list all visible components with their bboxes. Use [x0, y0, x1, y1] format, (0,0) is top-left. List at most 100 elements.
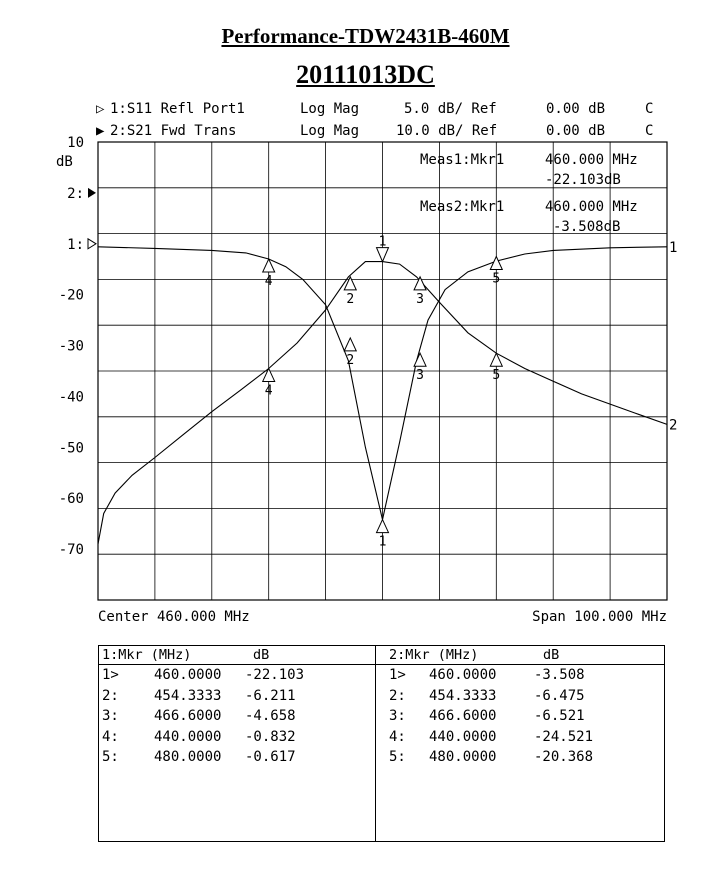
trace-2-line	[97, 261, 668, 545]
marker-frequency: 440.0000	[154, 728, 222, 745]
marker-value: -22.103	[245, 667, 305, 683]
table-row: 4: 440.0000 -24.521	[376, 727, 664, 748]
table-row: 5: 480.0000 -0.617	[99, 747, 375, 768]
y-tick-label: -20	[59, 288, 84, 304]
marker-frequency: 440.0000	[429, 728, 497, 745]
y-tick-label: 1:	[67, 237, 84, 253]
marker-table-1-label: 1:Mkr (MHz)	[102, 647, 192, 663]
marker-value: -6.211	[245, 687, 296, 704]
marker-label: 5	[492, 272, 500, 287]
marker-value: -0.832	[245, 728, 296, 745]
marker-trace2-1	[375, 247, 390, 263]
marker-id: 2:	[102, 687, 119, 704]
marker-label: 3	[416, 368, 424, 383]
marker-label: 5	[492, 368, 500, 383]
marker-trace1-3	[413, 351, 427, 367]
marker-id: 4:	[102, 728, 119, 745]
table-row: 1> 460.0000 -3.508	[376, 665, 664, 686]
marker-table-2-label: 2:Mkr (MHz)	[389, 647, 479, 663]
marker-table-1-header: 1:Mkr (MHz) dB	[99, 646, 375, 665]
marker-trace1-1	[375, 518, 390, 534]
marker-tables: 1:Mkr (MHz) dB 1> 460.0000 -22.103 2: 454.33…	[98, 645, 665, 842]
trace1-flag: C	[645, 101, 654, 117]
trace2-label: 2:S21 Fwd Trans	[110, 123, 237, 139]
marker-frequency: 460.0000	[429, 667, 497, 683]
table-row: 3: 466.6000 -6.521	[376, 706, 664, 727]
marker-frequency: 480.0000	[154, 749, 222, 765]
marker-label: 4	[265, 383, 273, 398]
trace1-marker: ▷	[96, 101, 105, 117]
y-axis-label: dB	[56, 154, 73, 170]
y-tick-label: 2:	[67, 186, 84, 202]
trace2-scale: 10.0 dB/ Ref	[396, 123, 498, 139]
trace1-ref: 0.00 dB	[546, 101, 606, 117]
trace2-ref: 0.00 dB	[546, 123, 606, 139]
trace1-ref-arrow	[87, 237, 97, 250]
marker-frequency: 466.6000	[429, 708, 497, 724]
marker-label: 2	[346, 353, 354, 368]
y-tick-label: -60	[59, 491, 84, 507]
marker-frequency: 480.0000	[429, 749, 497, 765]
marker-frequency: 466.6000	[154, 708, 222, 724]
trace1-format: Log Mag	[300, 101, 360, 117]
sparameter-chart: dB 10 2: 1: -20 -30 -40 -50 -60 -70 1 2 1 2 3 4 5 1 2 3 4 5 Me…	[56, 135, 677, 625]
marker-trace2-4	[261, 367, 276, 382]
marker-label: 3	[416, 292, 424, 307]
table-row: 4: 440.0000 -0.832	[99, 727, 375, 748]
marker-trace1-5	[489, 255, 504, 270]
marker-table-2: 2:Mkr (MHz) dB 1> 460.0000 -3.508 2: 454.333…	[376, 646, 664, 841]
table-row: 5: 480.0000 -20.368	[376, 747, 664, 768]
y-tick-label: -40	[59, 389, 84, 405]
marker-value: -0.617	[245, 749, 296, 765]
marker-value: -4.658	[245, 708, 296, 724]
readout-value: -3.508dB	[553, 219, 620, 235]
trace-2-end-label: 2	[669, 417, 677, 433]
report-title: Performance-TDW2431B-460M	[221, 24, 510, 48]
center-frequency: Center 460.000 MHz	[98, 609, 250, 625]
marker-id: 2:	[389, 687, 406, 704]
y-tick-label: -70	[59, 542, 84, 558]
table-row: 2: 454.3333 -6.475	[376, 686, 664, 707]
marker-trace1-4	[261, 257, 276, 273]
y-tick-label: -30	[59, 339, 84, 355]
span-frequency: Span 100.000 MHz	[532, 609, 667, 625]
trace2-flag: C	[645, 123, 654, 139]
readout-frequency: 460.000 MHz	[545, 152, 638, 168]
marker-trace2-2	[343, 275, 358, 291]
readout-label: Meas2:Mkr1	[420, 199, 504, 215]
y-tick-label: -50	[59, 440, 84, 456]
marker-frequency: 460.0000	[154, 667, 222, 683]
marker-value: -3.508	[534, 667, 585, 683]
marker-label: 2	[346, 292, 354, 307]
marker-label: 1	[379, 235, 387, 250]
trace1-label: 1:S11 Refl Port1	[110, 101, 245, 117]
table-row: 3: 466.6000 -4.658	[99, 706, 375, 727]
trace2-format: Log Mag	[300, 123, 360, 139]
table-row: 2: 454.3333 -6.211	[99, 686, 375, 707]
marker-frequency: 454.3333	[154, 687, 222, 704]
marker-frequency: 454.3333	[429, 687, 497, 704]
trace1-scale: 5.0 dB/ Ref	[404, 101, 497, 117]
marker-id: 5:	[102, 749, 119, 765]
marker-id: 3:	[102, 708, 119, 724]
marker-id: 3:	[389, 708, 406, 724]
readout-value: -22.103dB	[545, 172, 621, 188]
y-tick-label: 10	[67, 135, 84, 151]
marker-value: -6.521	[534, 708, 585, 724]
readout-label: Meas1:Mkr1	[420, 152, 504, 168]
marker-label: 4	[265, 274, 273, 289]
marker-trace1-2	[343, 336, 358, 352]
trace2-marker: ▶	[96, 123, 105, 139]
marker-id: 1>	[102, 667, 119, 683]
marker-table-1: 1:Mkr (MHz) dB 1> 460.0000 -22.103 2: 454.33…	[99, 646, 376, 841]
trace-1-end-label: 1	[669, 240, 677, 256]
marker-table-2-unit: dB	[543, 647, 560, 663]
marker-trace2-3	[413, 275, 427, 291]
trace2-ref-arrow	[88, 187, 96, 198]
marker-value: -24.521	[534, 728, 594, 745]
marker-value: -6.475	[534, 687, 585, 704]
readout-frequency: 460.000 MHz	[545, 199, 638, 215]
marker-table-2-header: 2:Mkr (MHz) dB	[376, 646, 664, 665]
table-row: 1> 460.0000 -22.103	[99, 665, 375, 686]
report-date: 20111013DC	[296, 60, 435, 89]
